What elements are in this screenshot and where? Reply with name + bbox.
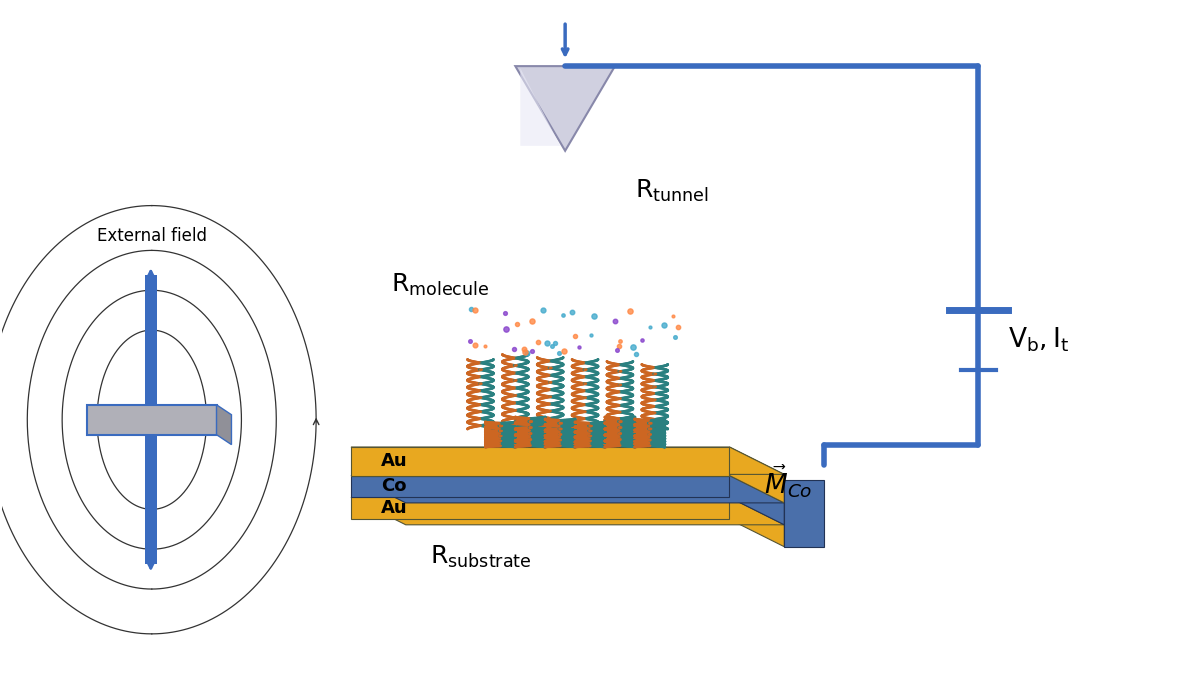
- Point: [569, 342, 588, 353]
- Polygon shape: [730, 498, 785, 547]
- Point: [563, 307, 582, 318]
- Text: $\mathrm{R_{molecule}}$: $\mathrm{R_{molecule}}$: [391, 272, 490, 298]
- Polygon shape: [350, 498, 785, 525]
- Text: Au: Au: [380, 452, 408, 470]
- Point: [497, 323, 516, 335]
- Point: [542, 341, 562, 352]
- Point: [668, 321, 688, 332]
- Polygon shape: [350, 447, 785, 475]
- Point: [546, 337, 565, 349]
- Text: Co: Co: [380, 477, 407, 496]
- Point: [665, 331, 684, 342]
- Text: $\vec{M}_{Co}$: $\vec{M}_{Co}$: [764, 463, 812, 500]
- Point: [553, 309, 572, 320]
- Point: [654, 319, 673, 330]
- Text: External field: External field: [97, 228, 206, 246]
- Point: [504, 344, 523, 355]
- Text: $\mathrm{R_{substrate}}$: $\mathrm{R_{substrate}}$: [430, 544, 532, 570]
- Point: [641, 322, 660, 333]
- Point: [475, 340, 494, 351]
- Point: [528, 337, 547, 348]
- Polygon shape: [350, 475, 785, 503]
- Text: $\mathrm{R_{tunnel}}$: $\mathrm{R_{tunnel}}$: [635, 178, 709, 204]
- Polygon shape: [515, 66, 614, 150]
- FancyBboxPatch shape: [145, 275, 157, 564]
- Polygon shape: [785, 480, 824, 547]
- Point: [584, 310, 604, 321]
- Point: [522, 316, 541, 327]
- Polygon shape: [350, 475, 730, 498]
- Point: [533, 304, 552, 316]
- Point: [496, 307, 515, 318]
- Point: [626, 348, 646, 359]
- Text: Au: Au: [380, 499, 408, 517]
- Point: [565, 330, 584, 342]
- Point: [620, 305, 640, 316]
- Point: [607, 344, 626, 356]
- Point: [466, 339, 485, 350]
- Point: [606, 316, 625, 327]
- Point: [623, 342, 642, 353]
- Point: [611, 335, 630, 346]
- Polygon shape: [350, 447, 730, 475]
- Polygon shape: [350, 498, 730, 519]
- Polygon shape: [88, 405, 216, 435]
- Point: [664, 310, 683, 321]
- Point: [610, 340, 629, 351]
- Point: [522, 346, 541, 357]
- Point: [550, 347, 569, 358]
- Point: [508, 318, 527, 330]
- Polygon shape: [730, 447, 785, 503]
- Point: [582, 330, 601, 341]
- Point: [461, 303, 480, 314]
- Point: [538, 337, 557, 349]
- Polygon shape: [521, 68, 560, 146]
- Text: $\mathrm{V_b, I_t}$: $\mathrm{V_b, I_t}$: [1008, 326, 1069, 354]
- Point: [461, 335, 480, 346]
- Point: [632, 334, 652, 345]
- Point: [466, 304, 485, 316]
- Polygon shape: [730, 475, 785, 525]
- Polygon shape: [216, 405, 232, 444]
- Point: [517, 347, 536, 358]
- Point: [516, 346, 535, 358]
- Point: [554, 346, 574, 357]
- Point: [515, 344, 534, 355]
